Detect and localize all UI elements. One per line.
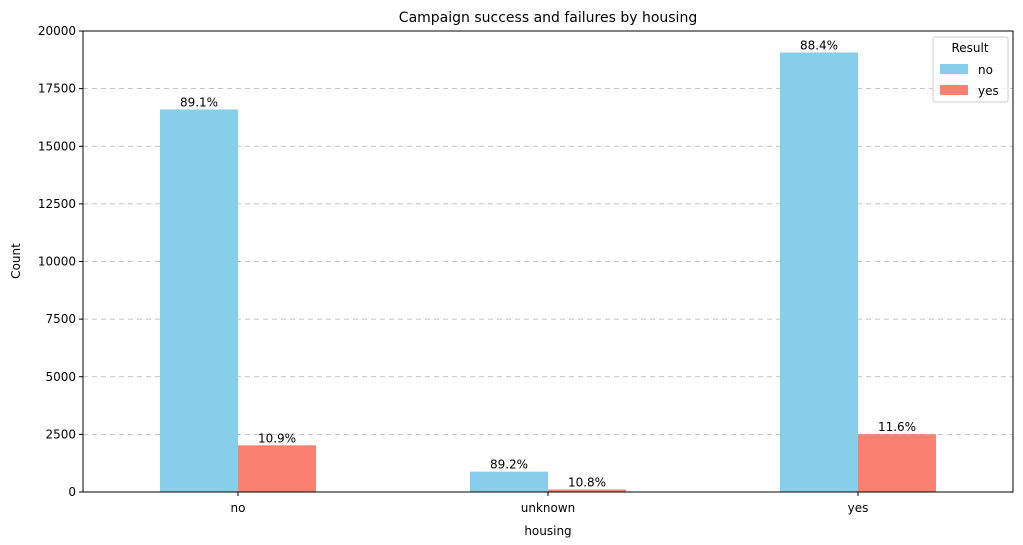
y-tick-label: 2500	[45, 427, 76, 441]
legend-label-yes: yes	[978, 84, 999, 98]
bar-no-no	[160, 109, 238, 493]
bar-label: 10.9%	[258, 431, 296, 445]
bar-label: 88.4%	[800, 38, 838, 52]
y-tick-label: 0	[68, 485, 76, 499]
y-tick-label: 15000	[38, 139, 76, 153]
legend-swatch-no	[940, 64, 968, 74]
chart-title: Campaign success and failures by housing	[399, 10, 697, 26]
x-axis-label: housing	[524, 524, 571, 538]
y-tick-label: 12500	[38, 197, 76, 211]
y-tick-label: 20000	[38, 24, 76, 38]
x-axis: no unknown yes	[231, 492, 869, 515]
y-axis-label: Count	[9, 243, 23, 279]
bar-label: 89.1%	[180, 95, 218, 109]
bar-no-yes	[780, 52, 858, 493]
y-tick-label: 7500	[45, 312, 76, 326]
bars	[160, 52, 936, 493]
bar-yes-yes	[858, 434, 936, 492]
bar-label: 11.6%	[878, 420, 916, 434]
bar-label: 89.2%	[490, 458, 528, 472]
y-tick-label: 5000	[45, 370, 76, 384]
x-tick-label: unknown	[521, 501, 576, 515]
y-tick-label: 17500	[38, 82, 76, 96]
bar-yes-no	[238, 445, 316, 492]
legend: Result no yes	[932, 36, 1009, 103]
legend-swatch-yes	[940, 85, 968, 95]
bar-no-unknown	[470, 471, 548, 492]
y-axis: 0 2500 5000 7500 10000 12500 15000 17500 20000	[38, 24, 83, 499]
bar-label: 10.8%	[568, 476, 606, 490]
bar-yes-unknown	[548, 489, 626, 492]
y-tick-label: 10000	[38, 255, 76, 269]
legend-title: Result	[951, 41, 988, 55]
legend-label-no: no	[978, 63, 993, 77]
x-tick-label: no	[231, 501, 246, 515]
bar-labels: 89.1% 10.9% 89.2% 10.8% 88.4% 11.6%	[180, 38, 916, 489]
x-tick-label: yes	[848, 501, 869, 515]
